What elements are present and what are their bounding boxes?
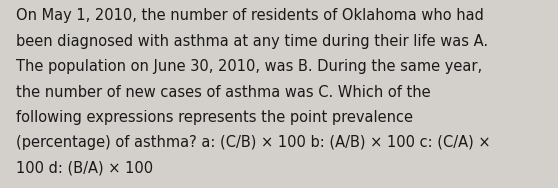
Text: 100 d: (B/A) × 100: 100 d: (B/A) × 100 [16, 161, 153, 176]
Text: On May 1, 2010, the number of residents of Oklahoma who had: On May 1, 2010, the number of residents … [16, 8, 483, 24]
Text: following expressions represents the point prevalence: following expressions represents the poi… [16, 110, 412, 125]
Text: the number of new cases of asthma was C. Which of the: the number of new cases of asthma was C.… [16, 85, 430, 100]
Text: The population on June 30, 2010, was B. During the same year,: The population on June 30, 2010, was B. … [16, 59, 482, 74]
Text: been diagnosed with asthma at any time during their life was A.: been diagnosed with asthma at any time d… [16, 34, 488, 49]
Text: (percentage) of asthma? a: (C/B) × 100 b: (A/B) × 100 c: (C/A) ×: (percentage) of asthma? a: (C/B) × 100 b… [16, 135, 490, 150]
